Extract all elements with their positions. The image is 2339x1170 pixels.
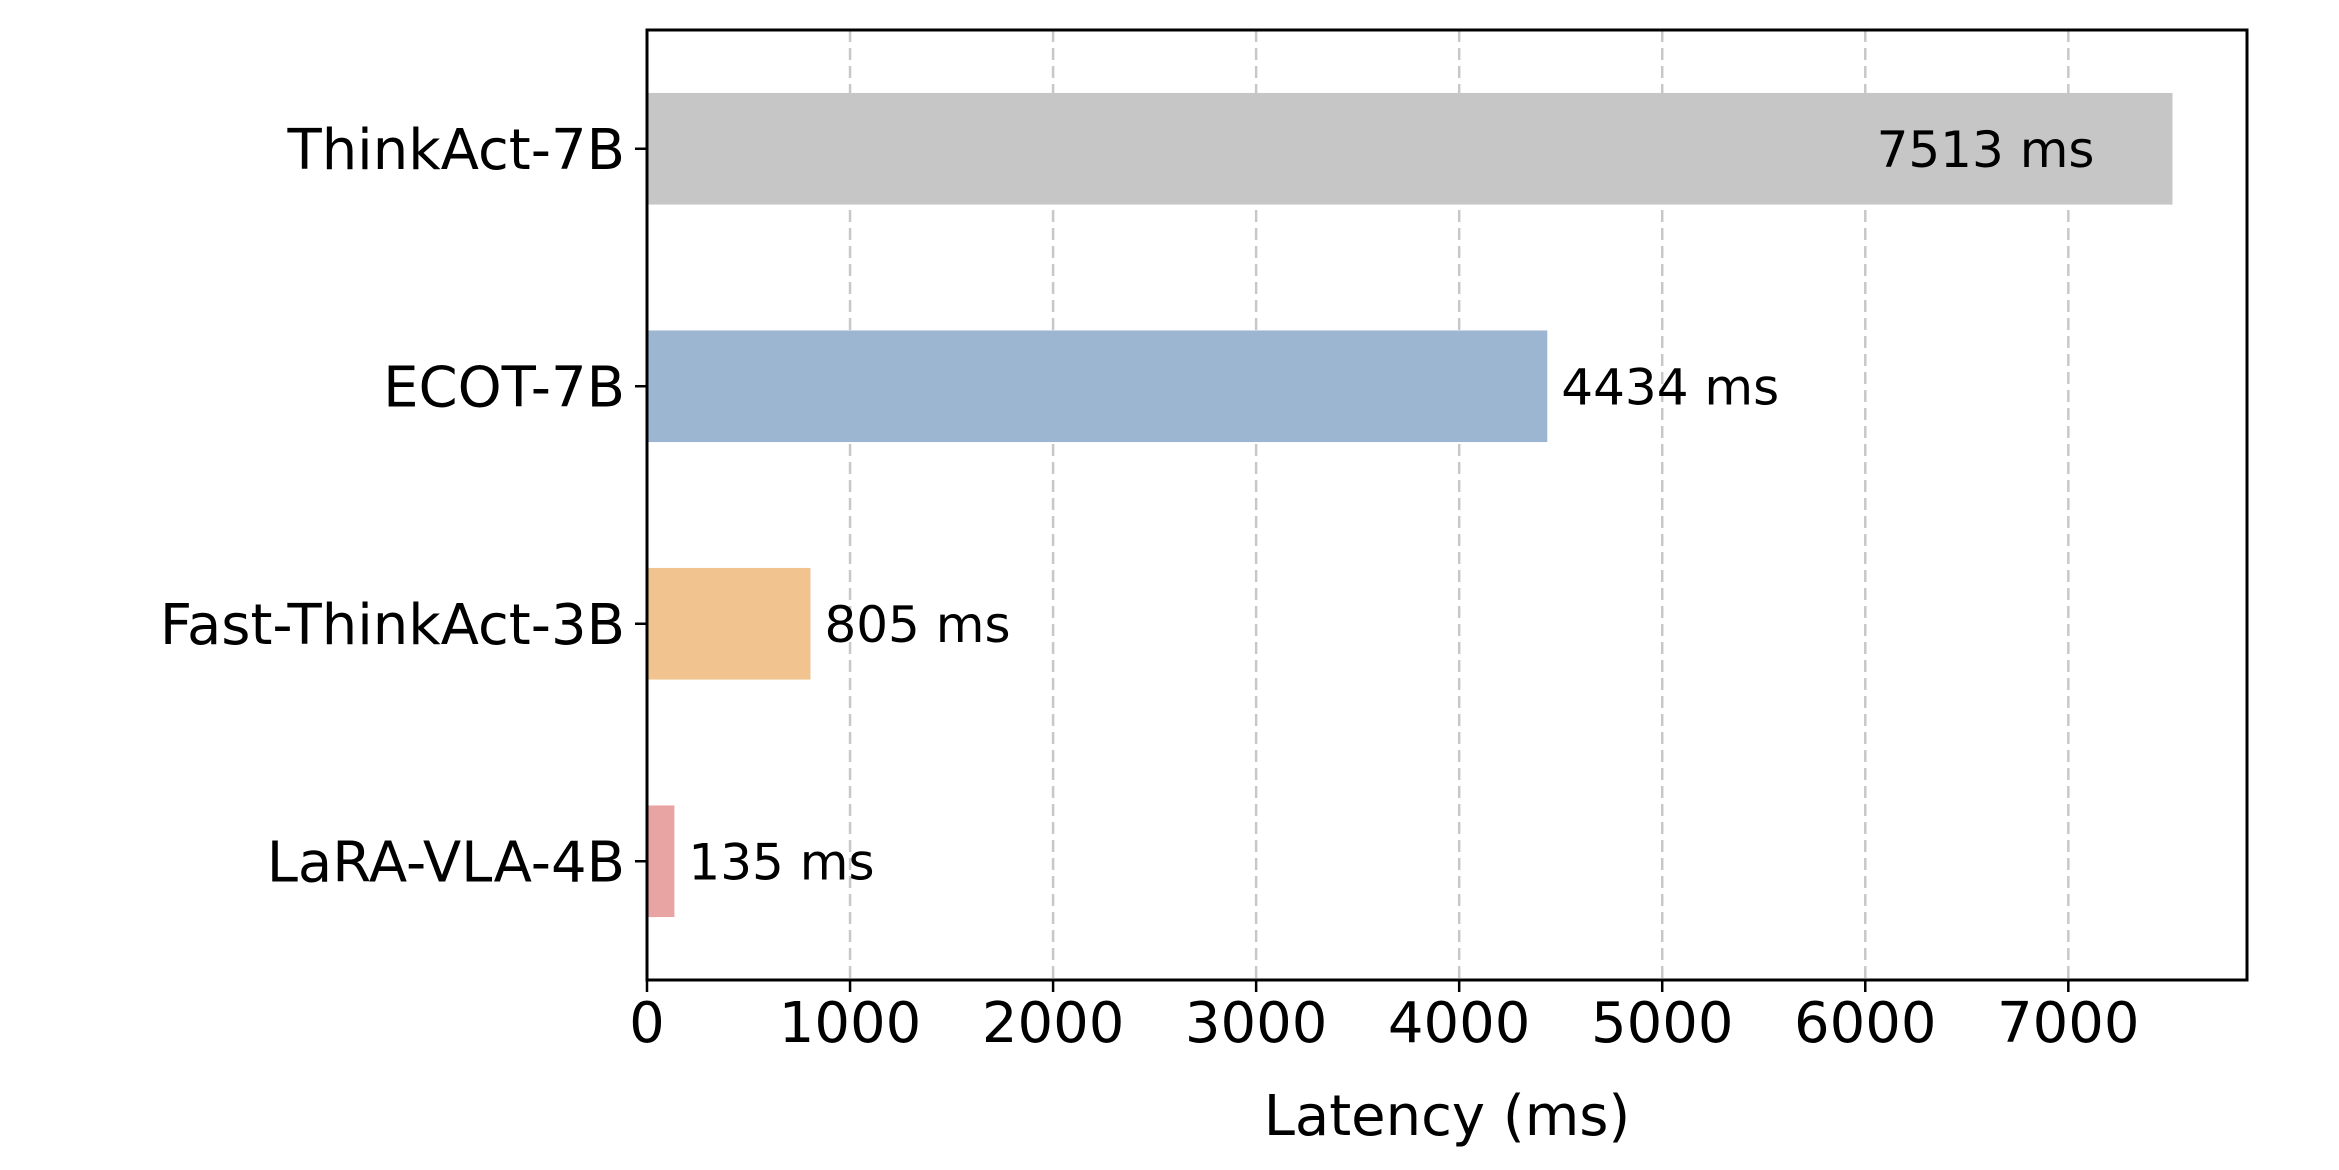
bar-value-label: 4434 ms [1561,358,1779,416]
x-tick-label: 0 [629,991,665,1056]
x-axis-label: Latency (ms) [1264,1084,1631,1149]
y-tick-label: ECOT-7B [383,355,625,420]
bar [647,330,1548,443]
bar [647,567,811,680]
x-axis: 0 1000 2000 3000 4000 5000 6000 7000 [629,980,2140,1056]
x-tick-label: 7000 [1997,991,2140,1056]
bar-value-label: 135 ms [688,833,874,891]
bar [647,805,675,918]
x-tick-label: 2000 [982,991,1125,1056]
grid-lines [848,30,2070,980]
bar [647,92,2173,205]
x-tick-label: 5000 [1591,991,1734,1056]
y-axis: ThinkAct-7B ECOT-7B Fast-ThinkAct-3B LaRA-V… [160,118,647,895]
x-tick-label: 6000 [1794,991,1937,1056]
y-tick-label: ThinkAct-7B [286,118,625,183]
y-tick-label: Fast-ThinkAct-3B [160,593,625,658]
bar-value-label: 805 ms [824,596,1010,654]
x-tick-label: 1000 [779,991,922,1056]
x-tick-label: 3000 [1185,991,1328,1056]
bars [647,92,2173,918]
y-tick-label: LaRA-VLA-4B [267,830,625,895]
plot-frame [645,28,2249,982]
bar-value-label: 7513 ms [1877,121,2095,179]
x-tick-label: 4000 [1388,991,1531,1056]
data-labels: 7513 ms 4434 ms 805 ms 135 ms [688,121,2094,892]
